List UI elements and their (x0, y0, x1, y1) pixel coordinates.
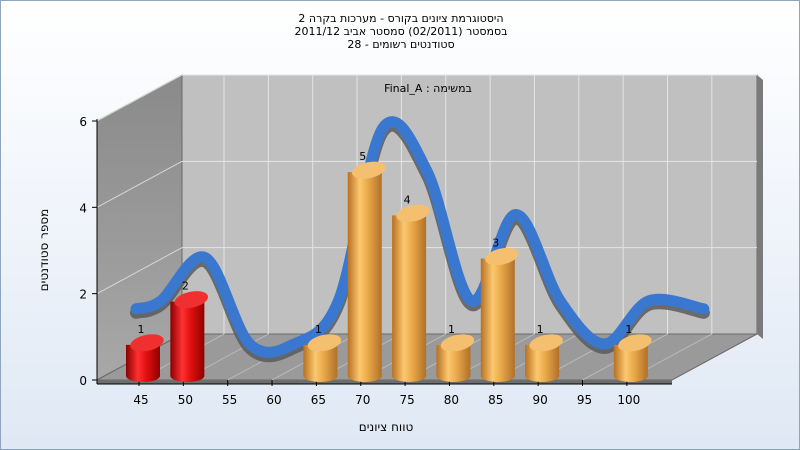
x-tick-label: 80 (444, 393, 459, 407)
x-tick-label: 50 (178, 393, 193, 407)
x-tick-label: 95 (577, 393, 592, 407)
bar (436, 334, 475, 382)
chart-title-line-1: היסטוגרמת ציונים בקורס - מערכות בקרה 2 (298, 12, 504, 25)
bar (525, 334, 563, 382)
bar (480, 247, 519, 382)
bar-body (303, 344, 338, 382)
bar (613, 334, 652, 382)
bar-value-label: 1 (537, 323, 544, 336)
curve-ribbon (130, 116, 710, 358)
bar-value-label: 4 (404, 193, 411, 206)
bar-body (392, 215, 427, 382)
bar-value-label: 1 (625, 323, 632, 336)
bar (126, 334, 164, 382)
bar-value-label: 1 (315, 323, 322, 336)
x-tick-label: 75 (399, 393, 414, 407)
bar-value-label: 2 (182, 280, 189, 293)
x-tick-label: 60 (266, 393, 281, 407)
bar-body (613, 344, 648, 382)
x-tick-label: 65 (311, 393, 326, 407)
chart-title-line-2: בסמסטר (02/2011) סמסטר אביב 2011/12 (294, 25, 508, 38)
y-tick-label: 2 (79, 288, 87, 302)
grid-line-wall (96, 160, 183, 208)
bar-body (436, 344, 471, 382)
y-tick-label: 0 (79, 374, 87, 388)
grid-line-wall (96, 247, 183, 295)
y-axis-title: מספר סטודנטים (37, 209, 51, 292)
x-tick-label: 70 (355, 393, 370, 407)
bar-body (170, 301, 205, 382)
bar-top (440, 334, 475, 352)
y-tick-label: 4 (79, 201, 87, 215)
bar-top (529, 334, 563, 352)
chart-wall-edge (757, 75, 763, 339)
bar-body (525, 344, 560, 382)
chart-title-line-3: סטודנטים רשומים - 28 (347, 38, 455, 51)
bar-body (480, 258, 515, 382)
x-tick-label: 45 (133, 393, 148, 407)
bar (392, 204, 430, 382)
x-axis-title: טווח ציונים (359, 420, 414, 434)
bar-top (174, 291, 209, 309)
x-tick-label: 100 (617, 393, 640, 407)
bar-body (347, 172, 382, 382)
bar-top (485, 247, 519, 266)
bar-top (352, 161, 386, 179)
bar-value-label: 1 (448, 323, 455, 336)
legend-label: Final_A : במשימה (384, 82, 472, 95)
bar-top (307, 334, 342, 352)
y-tick-label: 6 (79, 115, 87, 129)
bar-top (396, 204, 430, 222)
bar (170, 291, 209, 382)
bar (303, 334, 342, 382)
bar-top (130, 334, 164, 352)
bar-value-label: 3 (492, 237, 499, 250)
bar-body (126, 344, 160, 382)
x-tick-label: 55 (222, 393, 237, 407)
bar-top (618, 334, 652, 352)
x-tick-label: 90 (533, 393, 548, 407)
chart-floor-edge (97, 380, 672, 384)
bar (347, 161, 386, 382)
x-tick-label: 85 (488, 393, 503, 407)
grid-line-wall (96, 74, 183, 122)
bar-value-label: 5 (359, 150, 366, 163)
bar-value-label: 1 (138, 323, 145, 336)
